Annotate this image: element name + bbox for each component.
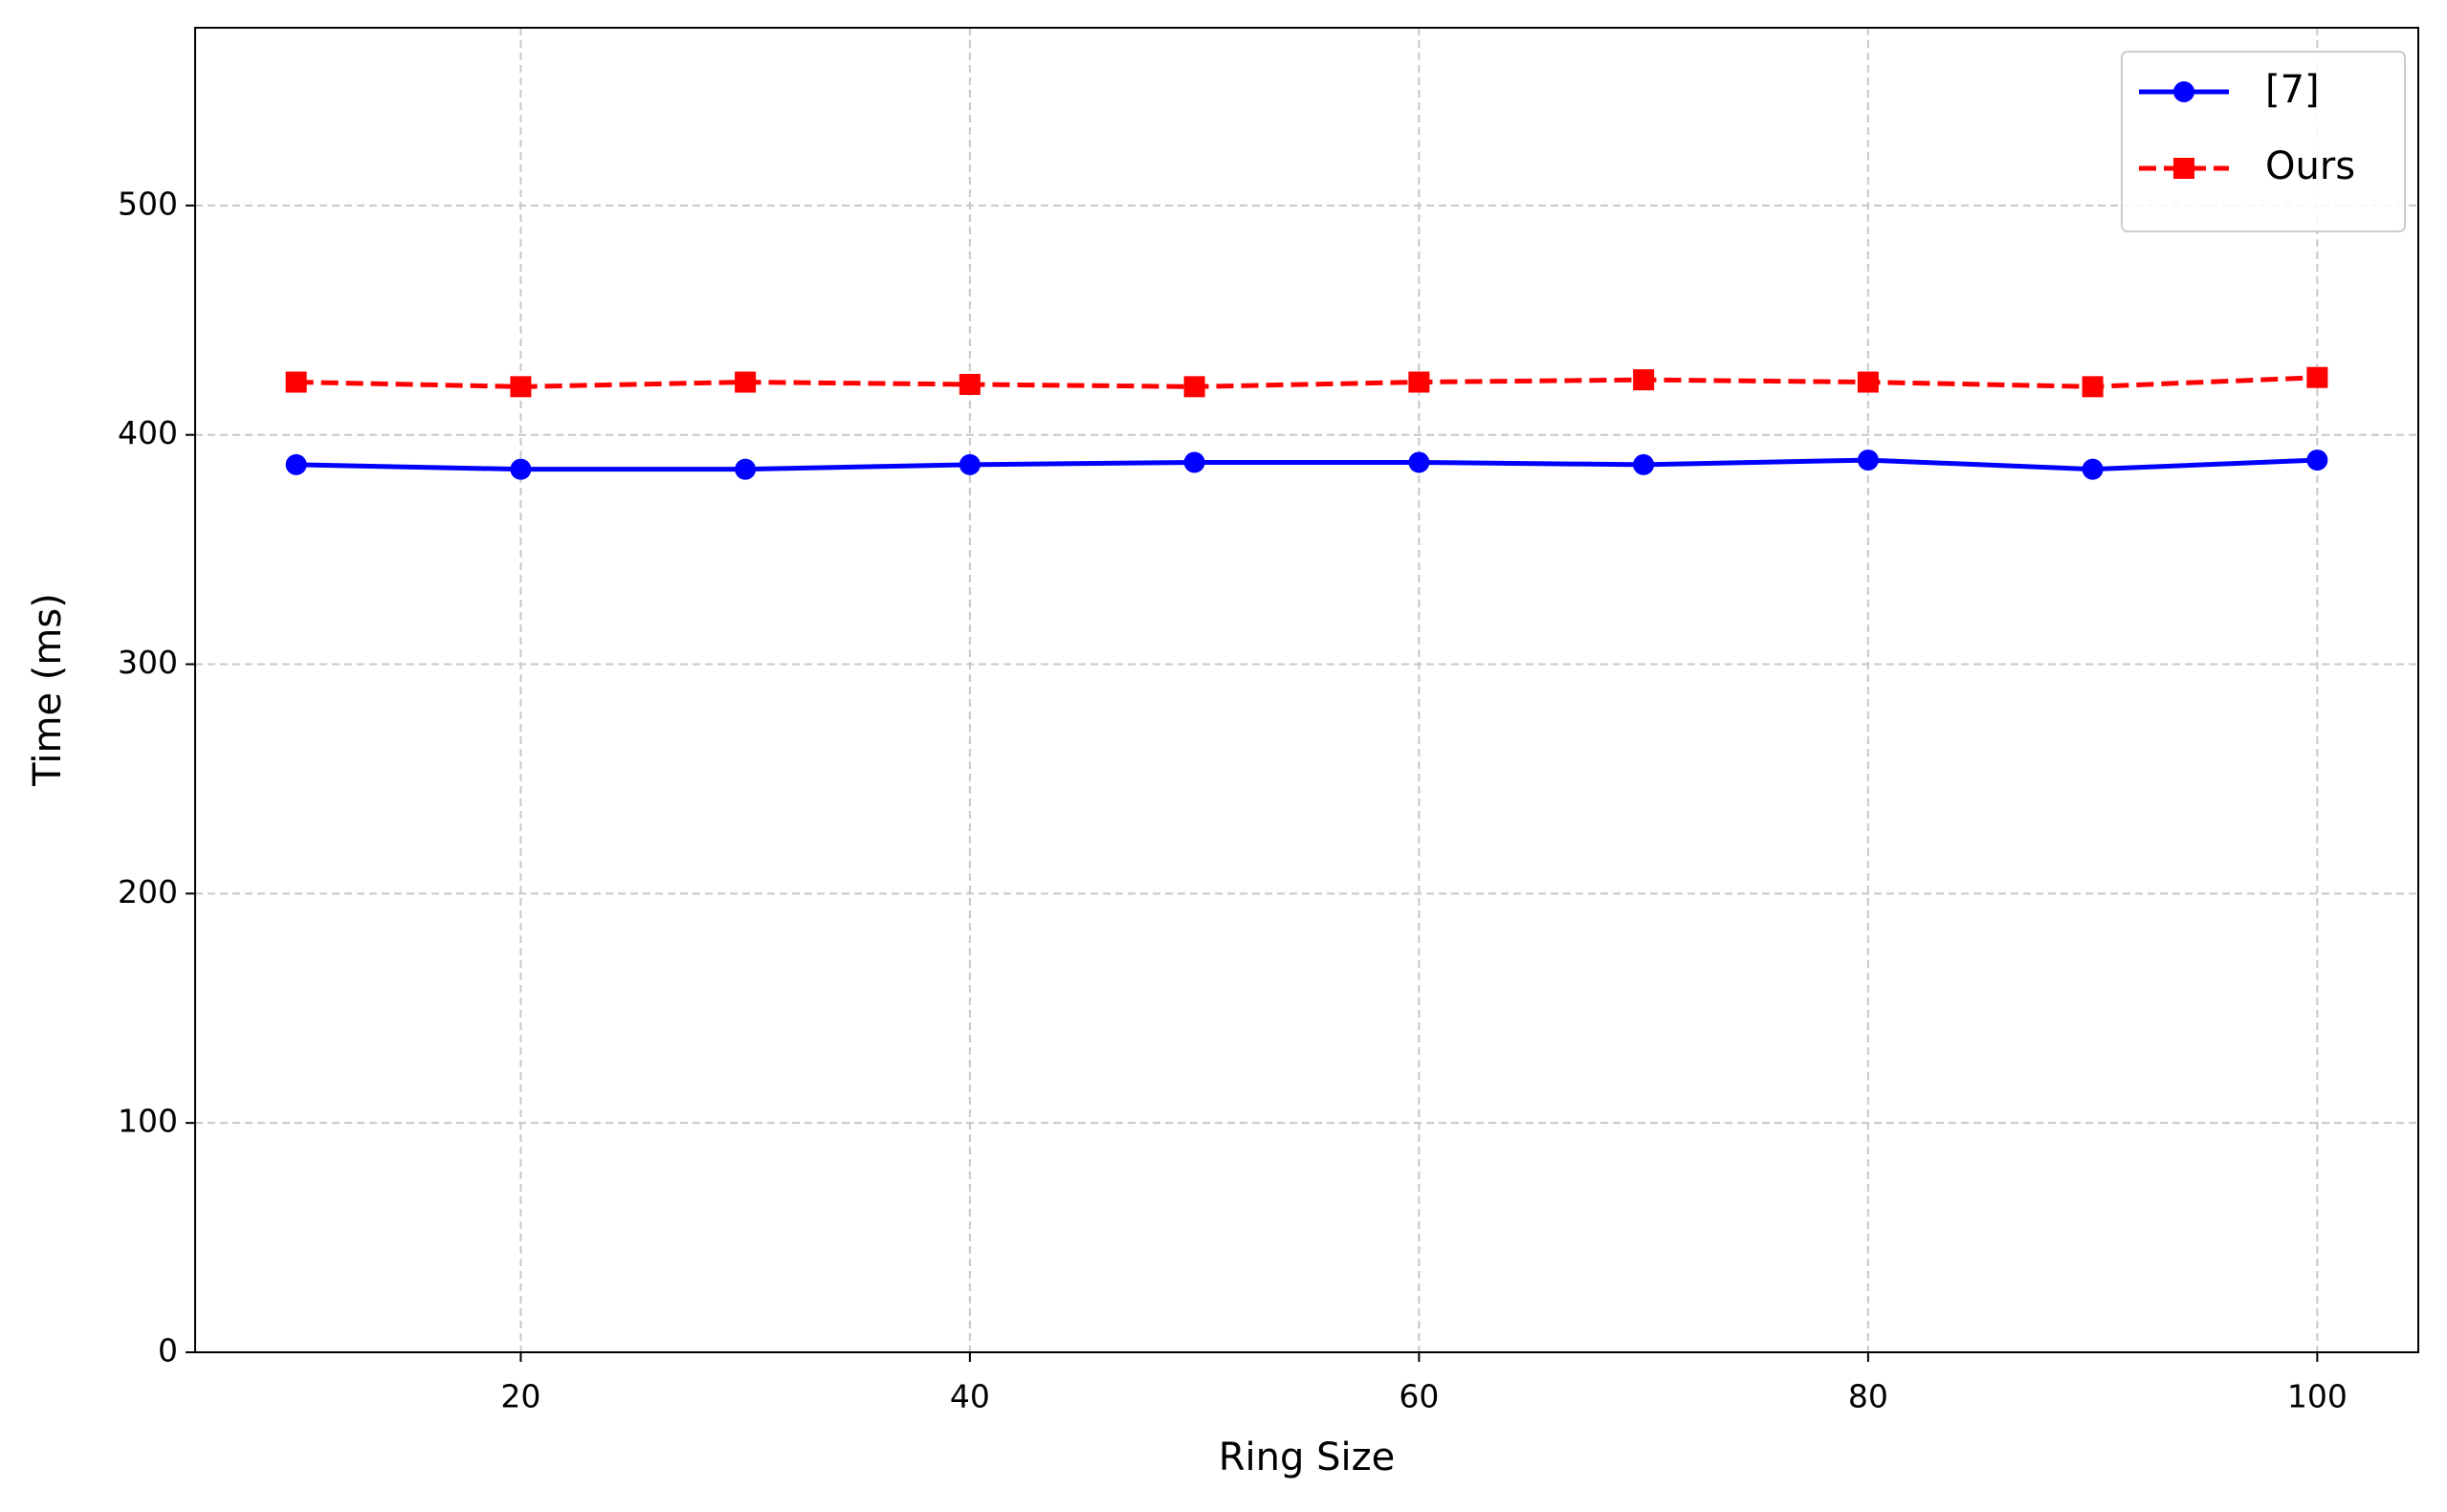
data-point bbox=[285, 453, 307, 475]
legend-label: Ours bbox=[2265, 144, 2355, 188]
x-tick-label: 80 bbox=[1848, 1378, 1888, 1415]
y-tick-label: 100 bbox=[118, 1103, 178, 1140]
x-tick-label: 100 bbox=[2287, 1378, 2348, 1415]
legend-marker bbox=[2173, 81, 2194, 102]
data-point bbox=[735, 371, 757, 393]
data-point bbox=[510, 376, 532, 398]
legend-box bbox=[2121, 51, 2406, 232]
data-point bbox=[1408, 451, 1430, 473]
y-tick-label: 400 bbox=[118, 414, 178, 451]
x-axis-label: Ring Size bbox=[1219, 1435, 1395, 1479]
x-tick-label: 40 bbox=[950, 1378, 990, 1415]
y-tick-label: 300 bbox=[118, 644, 178, 681]
y-tick-label: 500 bbox=[118, 185, 178, 222]
data-point bbox=[959, 373, 981, 395]
plot-frame bbox=[194, 27, 2419, 1353]
legend-marker bbox=[2173, 158, 2194, 179]
data-point bbox=[735, 458, 757, 480]
x-tick-label: 20 bbox=[500, 1378, 540, 1415]
data-point bbox=[1408, 371, 1430, 393]
data-point bbox=[1183, 451, 1205, 473]
data-point bbox=[1633, 453, 1655, 475]
y-axis-label: Time (ms) bbox=[26, 593, 70, 787]
series-line bbox=[296, 457, 2318, 472]
series-line bbox=[296, 375, 2318, 389]
data-point bbox=[2082, 376, 2104, 398]
data-point bbox=[510, 458, 532, 480]
data-point bbox=[959, 453, 981, 475]
data-point bbox=[2306, 449, 2328, 471]
legend-label: [7] bbox=[2265, 68, 2320, 112]
data-point bbox=[2082, 458, 2104, 480]
x-tick-label: 60 bbox=[1399, 1378, 1439, 1415]
data-point bbox=[1633, 369, 1655, 391]
data-point bbox=[1857, 371, 1879, 393]
y-tick-label: 0 bbox=[158, 1332, 178, 1370]
data-point bbox=[1857, 449, 1879, 471]
data-point bbox=[1183, 376, 1205, 398]
data-point bbox=[2306, 366, 2328, 388]
data-point bbox=[285, 371, 307, 393]
y-tick-label: 200 bbox=[118, 873, 178, 910]
